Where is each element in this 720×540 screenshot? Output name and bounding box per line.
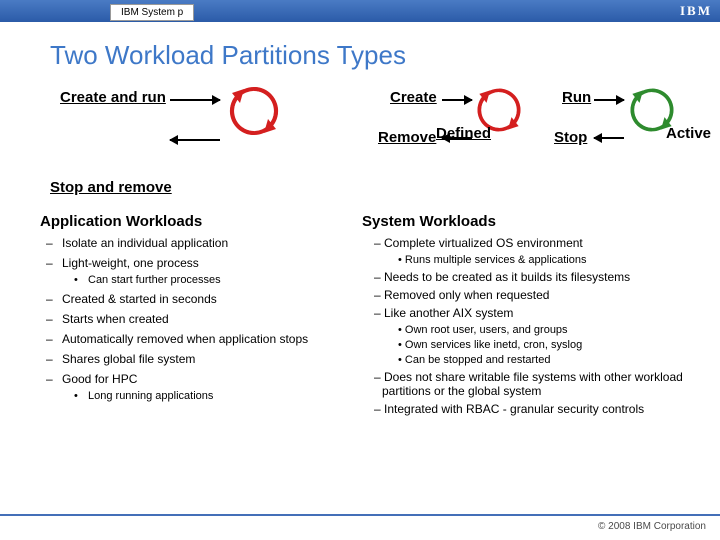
list-item: – Complete virtualized OS environment (374, 236, 702, 250)
label-create-run: Create and run (60, 89, 166, 106)
list-subitem: • Runs multiple services & applications (398, 254, 702, 266)
list-item: Automatically removed when application s… (62, 332, 350, 346)
arrow-stop (594, 137, 624, 139)
right-column: Create Run Defined Active Remove Sto (362, 89, 702, 420)
list-subitem: • Own services like inetd, cron, syslog (398, 339, 702, 351)
label-stop-remove: Stop and remove (50, 179, 172, 196)
arrow-left (170, 139, 220, 141)
list-item: – Removed only when requested (374, 288, 702, 302)
item-text: Isolate an individual application (62, 236, 228, 250)
arrow-right (170, 99, 220, 101)
list-item: Good for HPC Long running applications (62, 372, 350, 402)
sys-workloads-heading: System Workloads (362, 213, 702, 230)
arrow-remove (442, 137, 472, 139)
arrow-create (442, 99, 472, 101)
list-subitem: • Own root user, users, and groups (398, 324, 702, 336)
cycle-icon (226, 83, 282, 139)
list-item: – Integrated with RBAC - granular securi… (374, 402, 702, 416)
list-item: Light-weight, one process Can start furt… (62, 256, 350, 286)
label-active: Active (666, 125, 711, 142)
item-text: Light-weight, one process (62, 256, 199, 270)
label-create: Create (390, 89, 437, 106)
app-workloads-list: Isolate an individual application Light-… (40, 236, 350, 402)
header-bar: IBM System p IBM (0, 0, 720, 22)
arrow-run (594, 99, 624, 101)
content-columns: Create and run Stop and remove Applicati… (0, 89, 720, 420)
list-subitem: Long running applications (88, 390, 350, 402)
left-column: Create and run Stop and remove Applicati… (40, 89, 350, 420)
page-title: Two Workload Partitions Types (50, 40, 720, 71)
label-run: Run (562, 89, 591, 106)
label-stop: Stop (554, 129, 587, 146)
list-item: Shares global file system (62, 352, 350, 366)
sys-workloads-list: – Complete virtualized OS environment • … (362, 236, 702, 416)
list-item: Created & started in seconds (62, 292, 350, 306)
list-item: – Like another AIX system (374, 306, 702, 320)
item-text: Good for HPC (62, 372, 137, 386)
list-item: – Needs to be created as it builds its f… (374, 270, 702, 284)
footer-copyright: © 2008 IBM Corporation (0, 514, 720, 532)
ibm-logo: IBM (680, 3, 712, 19)
list-item: Isolate an individual application (62, 236, 350, 250)
list-subitem: Can start further processes (88, 274, 350, 286)
list-item: Starts when created (62, 312, 350, 326)
left-diagram: Create and run Stop and remove (40, 89, 350, 209)
label-remove: Remove (378, 129, 436, 146)
app-workloads-heading: Application Workloads (40, 213, 350, 230)
product-tab: IBM System p (110, 4, 194, 21)
list-subitem: • Can be stopped and restarted (398, 354, 702, 366)
list-item: – Does not share writable file systems w… (374, 370, 702, 398)
right-diagram: Create Run Defined Active Remove Sto (362, 89, 702, 209)
